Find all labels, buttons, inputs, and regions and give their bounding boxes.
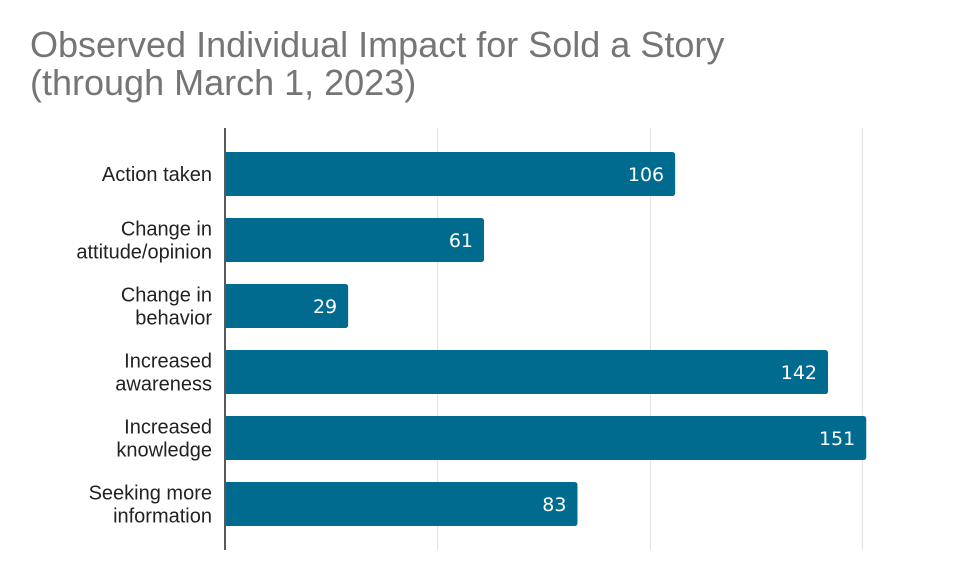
- value-label: 29: [313, 296, 337, 318]
- value-label: 61: [449, 230, 473, 252]
- chart-title-line-2: (through March 1, 2023): [30, 62, 417, 103]
- bar: [226, 284, 349, 328]
- bar: [226, 350, 829, 394]
- category-label: Change in behavior: [121, 285, 213, 330]
- category-label-line: Increased: [124, 351, 212, 373]
- category-label-line: attitude/opinion: [76, 242, 212, 264]
- category-label-line: Increased: [124, 417, 212, 439]
- category-label-line: behavior: [135, 308, 212, 330]
- value-labels: 106 61 29 142 151 83: [313, 164, 855, 516]
- bar: [226, 152, 676, 196]
- chart-title-line-1: Observed Individual Impact for Sold a St…: [30, 24, 725, 65]
- bar: [226, 218, 485, 262]
- value-label: 83: [542, 494, 566, 516]
- category-label-line: Change in: [121, 219, 212, 241]
- category-label-line: awareness: [115, 374, 212, 396]
- category-label: Increased knowledge: [116, 417, 212, 462]
- category-label-line: information: [113, 506, 212, 528]
- chart-title: Observed Individual Impact for Sold a St…: [30, 26, 930, 102]
- value-label: 142: [781, 362, 817, 384]
- category-label-line: Change in: [121, 285, 212, 307]
- category-label-line: Seeking more: [89, 483, 212, 505]
- bar: [226, 416, 867, 460]
- gridlines: [436, 128, 864, 550]
- category-label: Action taken: [102, 164, 212, 186]
- category-label: Increased awareness: [115, 351, 212, 396]
- bars: [226, 152, 867, 526]
- bar: [226, 482, 578, 526]
- category-label: Seeking more information: [89, 483, 212, 528]
- category-label: Change in attitude/opinion: [76, 219, 212, 264]
- value-label: 151: [819, 428, 855, 450]
- category-label-line: Action taken: [102, 164, 212, 186]
- value-label: 106: [628, 164, 664, 186]
- category-label-line: knowledge: [116, 440, 212, 462]
